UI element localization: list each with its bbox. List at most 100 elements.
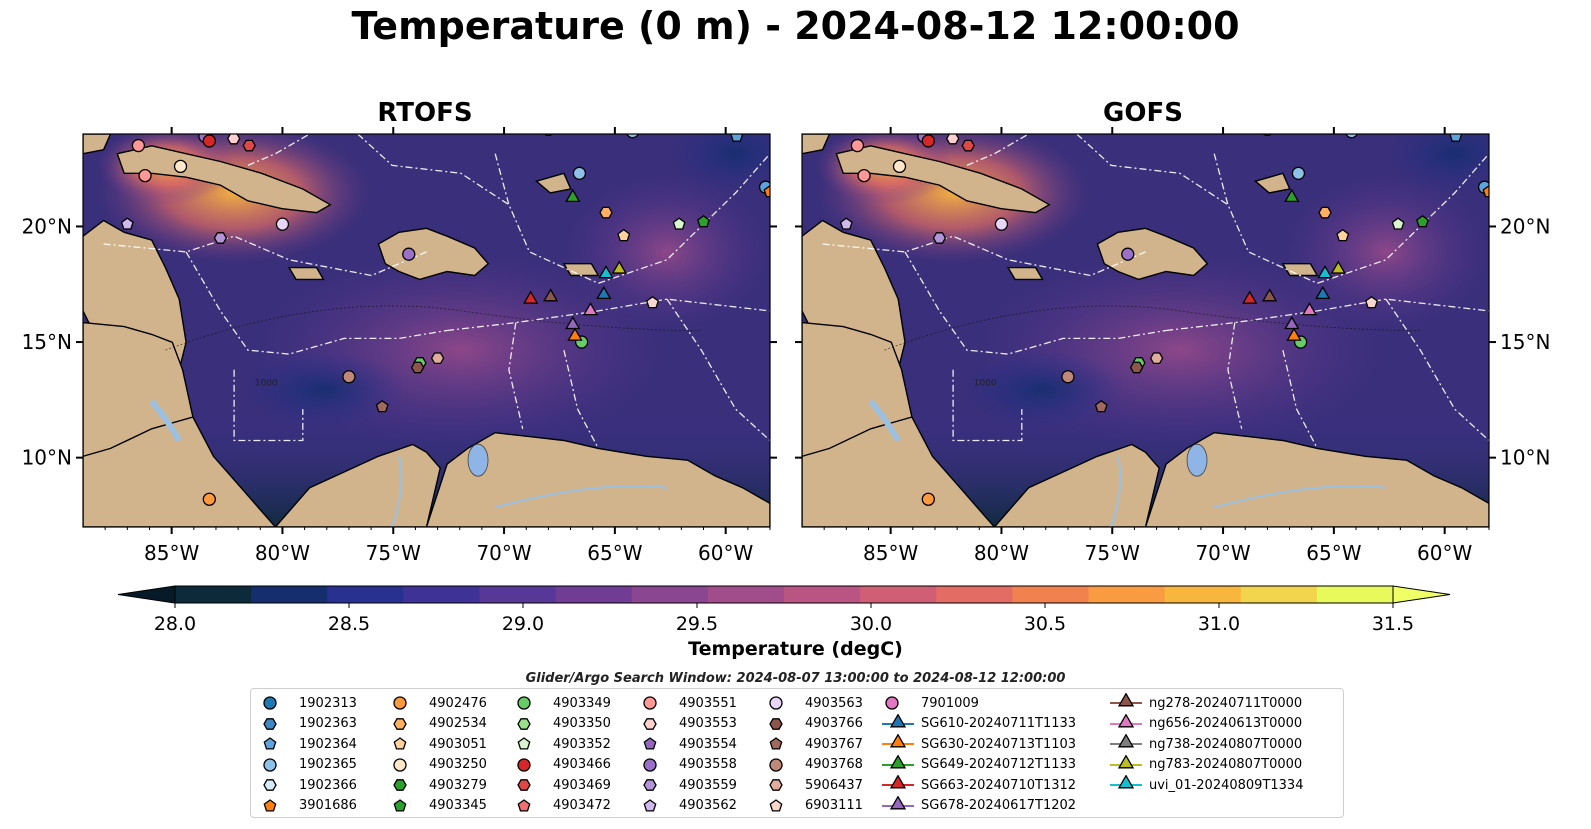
map-marker bbox=[1284, 188, 1300, 203]
colorbar-segment bbox=[631, 586, 709, 603]
legend-item: uvi_01-20240809T1334 bbox=[1109, 775, 1303, 795]
colorbar-tick-label: 29.0 bbox=[502, 613, 544, 635]
legend-label: 1902313 bbox=[299, 695, 357, 711]
colorbar-segment bbox=[1012, 586, 1089, 603]
map-marker bbox=[275, 217, 290, 231]
legend-item: 4903553 bbox=[639, 714, 737, 734]
legend-label: uvi_01-20240809T1334 bbox=[1149, 777, 1304, 793]
legend-label: ng783-20240807T0000 bbox=[1149, 757, 1303, 772]
landmass bbox=[287, 266, 325, 281]
landmass bbox=[534, 172, 572, 194]
contour-label: 1000 bbox=[255, 379, 278, 389]
legend-label: 4903563 bbox=[805, 695, 863, 711]
legend-marker bbox=[517, 798, 531, 812]
map-marker bbox=[1291, 166, 1306, 180]
triangle-marker-icon bbox=[1110, 734, 1142, 748]
pentagon-marker-icon bbox=[263, 798, 277, 812]
panel-title-gofs: GOFS bbox=[1103, 98, 1183, 128]
map-marker bbox=[1482, 184, 1489, 198]
map-marker bbox=[565, 316, 581, 330]
map-marker bbox=[213, 232, 228, 244]
legend-marker bbox=[643, 757, 657, 772]
map-marker bbox=[599, 206, 613, 219]
legend-item: ng278-20240711T0000 bbox=[1109, 693, 1302, 713]
lon-tick-label: 65°W bbox=[587, 541, 642, 565]
circle-marker-icon bbox=[393, 696, 407, 710]
legend-marker bbox=[393, 798, 407, 812]
colorbar-segment bbox=[936, 586, 1013, 603]
legend-label: ng656-20240613T0000 bbox=[1149, 716, 1303, 731]
legend-marker bbox=[393, 717, 407, 730]
colorbar-segment bbox=[1316, 586, 1394, 603]
legend-marker bbox=[263, 757, 277, 772]
colorbar-tick-label: 30.0 bbox=[850, 613, 892, 635]
legend-marker bbox=[1117, 693, 1135, 707]
lon-tick-label: 70°W bbox=[476, 541, 531, 565]
map-marker bbox=[596, 285, 612, 300]
legend-item: 4902476 bbox=[389, 693, 487, 713]
lon-tick-label: 75°W bbox=[366, 541, 421, 565]
legend-item: SG649-20240712T1133 bbox=[881, 754, 1077, 775]
map-panel-rtofs: 1000 85°W 80°W 75°W 70°W 65°W 60°W 20°N 15°N 10°N bbox=[22, 127, 777, 565]
legend-marker bbox=[1117, 775, 1135, 789]
legend-label: 4903551 bbox=[679, 695, 737, 711]
legend-item: ng738-20240807T0000 bbox=[1109, 734, 1302, 754]
map-marker bbox=[1391, 217, 1405, 230]
map-marker bbox=[672, 217, 686, 230]
circle-marker-icon bbox=[517, 696, 531, 710]
pentagon-marker-icon bbox=[393, 798, 407, 812]
legend-item: 4903250 bbox=[389, 755, 487, 775]
legend-item: 1902363 bbox=[259, 714, 357, 734]
lon-tick-label: 85°W bbox=[144, 541, 199, 565]
colorbar-segment bbox=[175, 586, 252, 603]
legend-item: 4903350 bbox=[513, 714, 611, 734]
legend-label: 1902363 bbox=[299, 716, 357, 731]
map-marker bbox=[202, 134, 216, 148]
map-marker bbox=[1284, 316, 1300, 330]
legend-marker bbox=[263, 737, 277, 750]
legend-item: ng783-20240807T0000 bbox=[1109, 754, 1303, 775]
map-marker bbox=[523, 290, 539, 304]
legend-item: 5906437 bbox=[765, 775, 863, 795]
map-marker bbox=[1094, 399, 1108, 413]
pentagon-marker-icon bbox=[393, 737, 407, 750]
legend-label: 1902366 bbox=[299, 777, 357, 793]
lon-tick-label: 60°W bbox=[1417, 541, 1472, 565]
colorbar-extend-high bbox=[1392, 585, 1451, 604]
legend-label: 4903466 bbox=[553, 757, 611, 772]
landmass bbox=[1096, 227, 1209, 281]
landmass bbox=[1253, 172, 1291, 194]
legend-item: 4903562 bbox=[639, 796, 737, 816]
legend-label: 4903562 bbox=[679, 798, 737, 813]
legend-marker bbox=[643, 798, 657, 812]
landmass bbox=[83, 134, 112, 155]
triangle-marker-icon bbox=[882, 775, 914, 789]
lon-tick-label: 60°W bbox=[698, 541, 753, 565]
legend-marker bbox=[1117, 754, 1135, 768]
legend-item: 4903558 bbox=[639, 755, 737, 775]
triangle-marker-icon bbox=[882, 795, 914, 809]
map-marker bbox=[626, 134, 639, 139]
legend-label: SG649-20240712T1133 bbox=[921, 757, 1077, 772]
lon-tick-label: 65°W bbox=[1306, 541, 1361, 565]
hexagon-marker-icon bbox=[517, 779, 531, 791]
map-marker bbox=[138, 168, 152, 183]
map-marker bbox=[342, 370, 356, 384]
legend-marker bbox=[393, 779, 407, 791]
legend-item: 4903352 bbox=[513, 734, 611, 754]
colorbar-segment bbox=[251, 586, 328, 603]
circle-marker-icon bbox=[769, 757, 783, 772]
lat-tick-label: 10°N bbox=[1500, 446, 1550, 470]
map-marker bbox=[932, 232, 947, 244]
map-marker bbox=[697, 214, 710, 228]
legend-item: SG630-20240713T1103 bbox=[881, 734, 1076, 754]
circle-marker-icon bbox=[263, 696, 277, 710]
legend-label: 4903767 bbox=[805, 736, 863, 752]
map-marker bbox=[430, 352, 445, 365]
map-marker bbox=[1061, 370, 1075, 384]
map-marker bbox=[1286, 327, 1302, 341]
circle-marker-icon bbox=[517, 757, 531, 772]
triangle-marker-icon bbox=[1110, 754, 1142, 768]
map-marker bbox=[1121, 247, 1135, 261]
legend-marker bbox=[889, 734, 907, 748]
